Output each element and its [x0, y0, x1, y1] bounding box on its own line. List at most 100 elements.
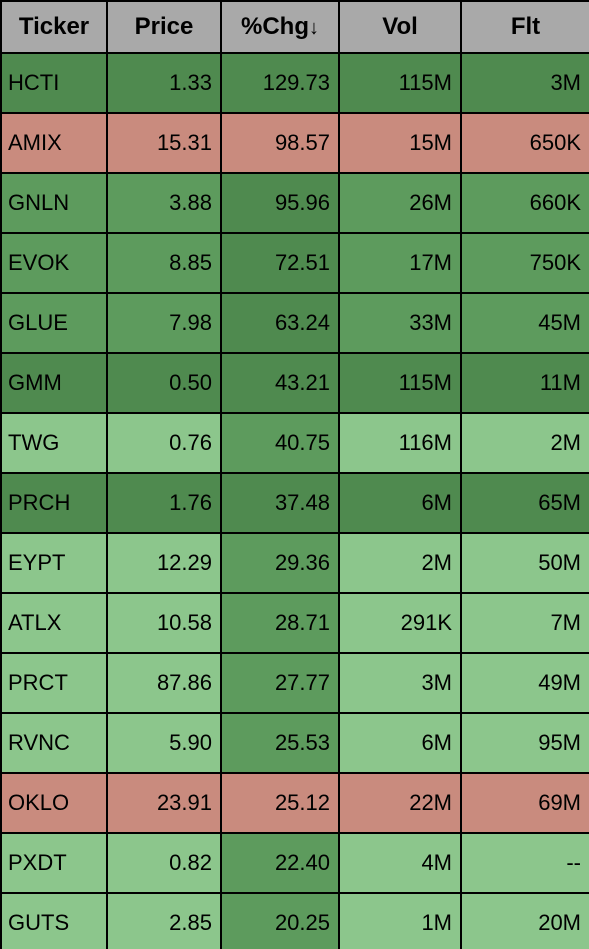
table-row[interactable]: AMIX15.3198.5715M650K	[1, 113, 589, 173]
cell-chg: 25.12	[221, 773, 339, 833]
cell-ticker: TWG	[1, 413, 107, 473]
table-row[interactable]: HCTI1.33129.73115M3M	[1, 53, 589, 113]
cell-ticker: PXDT	[1, 833, 107, 893]
cell-ticker: PRCT	[1, 653, 107, 713]
table-header: Ticker Price %Chg↓ Vol Flt	[1, 1, 589, 53]
table-row[interactable]: ATLX10.5828.71291K7M	[1, 593, 589, 653]
cell-price: 87.86	[107, 653, 221, 713]
cell-price: 10.58	[107, 593, 221, 653]
cell-vol: 115M	[339, 53, 461, 113]
cell-ticker: RVNC	[1, 713, 107, 773]
table-row[interactable]: PRCH1.7637.486M65M	[1, 473, 589, 533]
table-row[interactable]: EYPT12.2929.362M50M	[1, 533, 589, 593]
cell-ticker: OKLO	[1, 773, 107, 833]
cell-flt: 750K	[461, 233, 589, 293]
cell-vol: 26M	[339, 173, 461, 233]
col-label: Vol	[382, 13, 418, 40]
table-row[interactable]: TWG0.7640.75116M2M	[1, 413, 589, 473]
stock-table: Ticker Price %Chg↓ Vol Flt HCTI1.33129.7…	[0, 0, 589, 949]
table-row[interactable]: EVOK8.8572.5117M750K	[1, 233, 589, 293]
cell-flt: 11M	[461, 353, 589, 413]
cell-flt: 65M	[461, 473, 589, 533]
cell-vol: 6M	[339, 713, 461, 773]
cell-ticker: GLUE	[1, 293, 107, 353]
cell-price: 3.88	[107, 173, 221, 233]
col-label: Flt	[511, 13, 540, 40]
cell-price: 8.85	[107, 233, 221, 293]
cell-flt: 650K	[461, 113, 589, 173]
cell-vol: 291K	[339, 593, 461, 653]
cell-ticker: GNLN	[1, 173, 107, 233]
cell-vol: 33M	[339, 293, 461, 353]
cell-chg: 27.77	[221, 653, 339, 713]
cell-ticker: ATLX	[1, 593, 107, 653]
cell-chg: 72.51	[221, 233, 339, 293]
cell-vol: 1M	[339, 893, 461, 949]
cell-chg: 129.73	[221, 53, 339, 113]
cell-ticker: PRCH	[1, 473, 107, 533]
cell-chg: 40.75	[221, 413, 339, 473]
col-header-chg[interactable]: %Chg↓	[221, 1, 339, 53]
cell-ticker: GUTS	[1, 893, 107, 949]
cell-flt: 7M	[461, 593, 589, 653]
col-header-ticker[interactable]: Ticker	[1, 1, 107, 53]
cell-chg: 95.96	[221, 173, 339, 233]
cell-chg: 63.24	[221, 293, 339, 353]
cell-price: 1.76	[107, 473, 221, 533]
cell-price: 15.31	[107, 113, 221, 173]
cell-flt: 95M	[461, 713, 589, 773]
cell-price: 0.76	[107, 413, 221, 473]
cell-price: 0.50	[107, 353, 221, 413]
table-row[interactable]: PRCT87.8627.773M49M	[1, 653, 589, 713]
cell-chg: 98.57	[221, 113, 339, 173]
cell-chg: 43.21	[221, 353, 339, 413]
cell-chg: 29.36	[221, 533, 339, 593]
cell-price: 23.91	[107, 773, 221, 833]
cell-chg: 22.40	[221, 833, 339, 893]
cell-vol: 6M	[339, 473, 461, 533]
cell-flt: --	[461, 833, 589, 893]
cell-ticker: EYPT	[1, 533, 107, 593]
cell-price: 12.29	[107, 533, 221, 593]
col-label: %Chg	[241, 13, 309, 40]
sort-desc-icon: ↓	[309, 17, 319, 39]
table-row[interactable]: GLUE7.9863.2433M45M	[1, 293, 589, 353]
cell-flt: 69M	[461, 773, 589, 833]
cell-flt: 2M	[461, 413, 589, 473]
table-body: HCTI1.33129.73115M3MAMIX15.3198.5715M650…	[1, 53, 589, 949]
col-header-price[interactable]: Price	[107, 1, 221, 53]
cell-price: 7.98	[107, 293, 221, 353]
table-row[interactable]: GUTS2.8520.251M20M	[1, 893, 589, 949]
cell-vol: 4M	[339, 833, 461, 893]
cell-price: 1.33	[107, 53, 221, 113]
cell-vol: 22M	[339, 773, 461, 833]
cell-ticker: HCTI	[1, 53, 107, 113]
cell-chg: 28.71	[221, 593, 339, 653]
cell-vol: 115M	[339, 353, 461, 413]
cell-ticker: GMM	[1, 353, 107, 413]
cell-flt: 50M	[461, 533, 589, 593]
cell-flt: 49M	[461, 653, 589, 713]
cell-vol: 15M	[339, 113, 461, 173]
col-header-flt[interactable]: Flt	[461, 1, 589, 53]
cell-chg: 20.25	[221, 893, 339, 949]
table-row[interactable]: PXDT0.8222.404M--	[1, 833, 589, 893]
cell-flt: 660K	[461, 173, 589, 233]
table-row[interactable]: GNLN3.8895.9626M660K	[1, 173, 589, 233]
cell-vol: 17M	[339, 233, 461, 293]
cell-vol: 3M	[339, 653, 461, 713]
cell-flt: 45M	[461, 293, 589, 353]
cell-price: 0.82	[107, 833, 221, 893]
cell-price: 5.90	[107, 713, 221, 773]
cell-ticker: AMIX	[1, 113, 107, 173]
table-row[interactable]: GMM0.5043.21115M11M	[1, 353, 589, 413]
col-label: Ticker	[19, 13, 89, 40]
cell-vol: 116M	[339, 413, 461, 473]
cell-flt: 3M	[461, 53, 589, 113]
col-label: Price	[135, 13, 194, 40]
table-row[interactable]: OKLO23.9125.1222M69M	[1, 773, 589, 833]
cell-chg: 37.48	[221, 473, 339, 533]
col-header-vol[interactable]: Vol	[339, 1, 461, 53]
cell-ticker: EVOK	[1, 233, 107, 293]
table-row[interactable]: RVNC5.9025.536M95M	[1, 713, 589, 773]
